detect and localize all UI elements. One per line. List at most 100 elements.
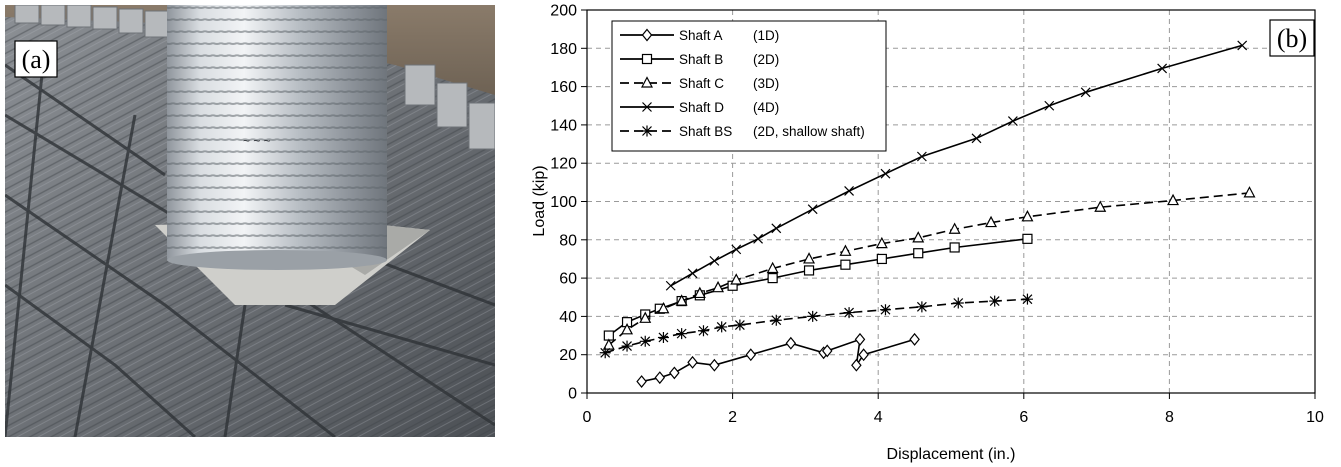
data-point-shaft-c [1167,193,1180,206]
data-point-shaft-d [1080,87,1091,98]
data-point-shaft-b [949,242,960,253]
data-point-shaft-c [657,301,670,314]
data-point-shaft-d [807,204,818,215]
legend-series-name: Shaft BS [679,124,732,139]
legend: Shaft A (1D) Shaft B (2D) Shaft C (3D) Shaft D… [611,20,887,152]
legend-box [611,20,887,152]
legend-marker [641,125,653,137]
data-point-shaft-bs [1021,293,1033,305]
y-axis-title: Load (kip) [531,165,548,236]
legend-series-note: (2D, shallow shaft) [753,124,865,139]
data-point-shaft-a [785,336,797,350]
pipe-base [167,250,387,270]
data-point-shaft-a [909,332,920,346]
legend-series-name: Shaft C [679,76,724,91]
data-point-shaft-d [971,133,982,144]
y-tick-label: 60 [559,271,577,288]
data-point-shaft-bs [599,347,611,359]
y-tick-label: 20 [559,347,577,364]
legend-series-note: (3D) [753,76,779,91]
data-point-shaft-a [669,366,680,380]
data-point-shaft-bs [716,321,728,333]
data-point-shaft-c [639,311,652,323]
pipe-marking: ~ ~ ~ [243,134,271,148]
panel-b-label: (b) [1277,24,1307,53]
x-tick-labels: 0 2 4 6 8 10 [583,393,1324,426]
data-point-shaft-c [693,286,706,299]
data-point-shaft-d [1044,100,1055,111]
data-point-shaft-b [840,259,851,270]
data-point-shaft-a [858,348,869,362]
x-tick-label: 10 [1306,409,1324,426]
x-tick-label: 0 [583,409,592,426]
data-point-shaft-c [839,244,852,256]
data-point-shaft-a [745,348,757,362]
data-point-shaft-c [1094,200,1107,212]
y-tick-label: 140 [550,117,577,134]
data-point-shaft-bs [621,340,633,352]
data-point-shaft-bs [639,335,651,347]
legend-item-shaft-b: Shaft B (2D) [620,52,779,67]
data-point-shaft-c [985,215,998,228]
data-point-shaft-bs [952,297,964,309]
data-point-shaft-d [844,186,855,196]
x-axis-title: Displacement (in.) [887,446,1016,463]
panel-b-tag: (b) [1269,19,1315,57]
legend-series-note: (4D) [753,100,779,115]
data-point-shaft-d [753,233,764,244]
data-point-shaft-d [665,280,676,291]
data-point-shaft-b [1022,233,1033,244]
data-point-shaft-c [712,280,725,293]
data-point-shaft-d [709,255,720,266]
series-shaft-b [603,233,1033,341]
y-tick-labels: 0 20 40 60 80 100 120 140 160 180 200 [550,3,587,403]
data-point-shaft-d [771,223,782,234]
series-line-shaft-a [641,338,915,383]
data-point-shaft-b [767,273,778,284]
data-point-shaft-c [766,261,779,274]
data-point-shaft-c [621,323,634,335]
data-point-shaft-d [880,168,891,179]
y-tick-label: 200 [550,3,577,20]
data-point-shaft-c [912,231,925,243]
data-point-shaft-b [803,265,815,276]
y-tick-label: 160 [550,79,577,96]
data-point-shaft-a [636,375,647,388]
series-line-shaft-d [670,44,1243,287]
legend-series-note: (2D) [753,52,779,67]
legend-item-shaft-bs: Shaft BS (2D, shallow shaft) [620,124,865,139]
x-tick-label: 2 [728,409,737,426]
panel-a-label: (a) [22,45,51,74]
data-point-shaft-c [730,273,743,285]
data-point-shaft-bs [676,328,688,340]
legend-series-name: Shaft D [679,100,724,115]
data-point-shaft-bs [770,314,782,326]
data-point-shaft-c [803,252,816,264]
y-tick-label: 180 [550,41,577,58]
legend-series-name: Shaft A [679,28,723,43]
data-point-shaft-d [687,268,698,279]
series-shaft-c [602,186,1256,350]
data-point-shaft-bs [843,307,855,319]
data-point-shaft-c [875,236,888,249]
data-point-shaft-c [948,222,961,234]
y-tick-label: 0 [568,386,577,403]
panel-a-tag: (a) [14,40,58,78]
data-point-shaft-d [916,151,927,162]
data-point-shaft-bs [657,331,669,343]
series-line-shaft-c [608,192,1250,346]
legend-marker [641,28,653,42]
pipe-corrugation [167,5,387,260]
data-point-shaft-bs [734,319,746,331]
legend-series-name: Shaft B [679,52,723,67]
site-photo: ~ ~ ~ (a) [5,5,495,437]
x-tick-label: 6 [1019,409,1028,426]
data-point-shaft-bs [807,310,819,322]
data-point-shaft-d [731,244,742,255]
data-point-shaft-a [709,358,720,372]
legend-marker [641,53,653,65]
data-point-shaft-a [854,332,866,346]
y-tick-label: 40 [559,309,577,326]
y-tick-label: 100 [550,194,577,211]
data-point-shaft-a [851,358,862,372]
